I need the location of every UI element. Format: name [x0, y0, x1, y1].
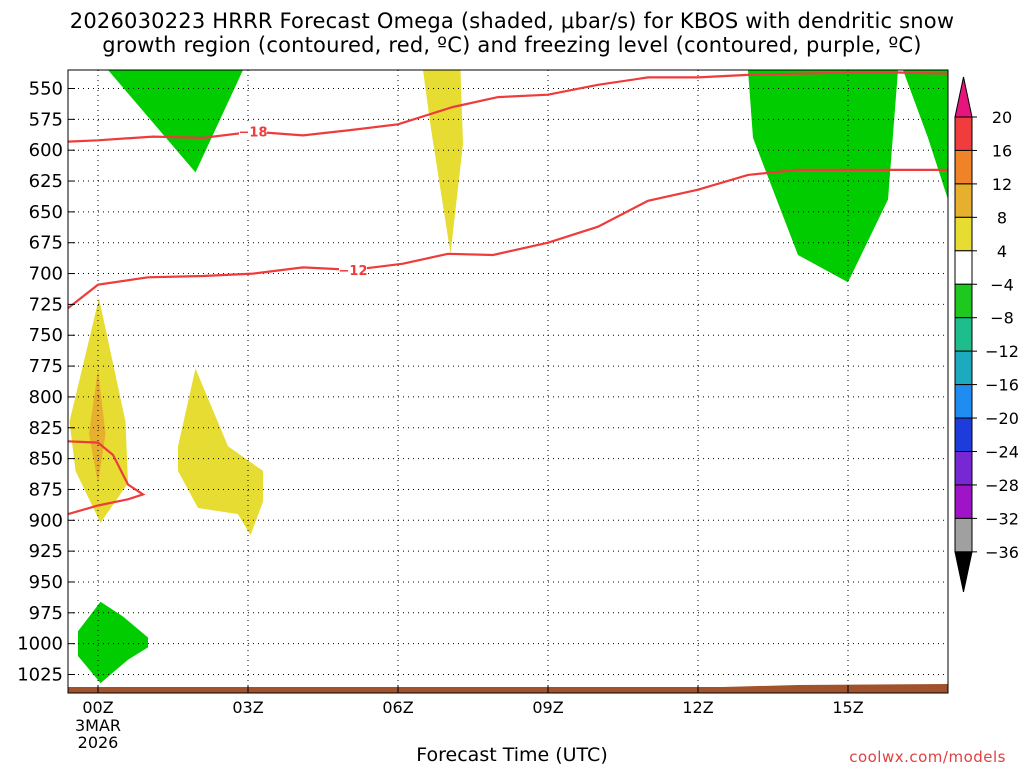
colorbar: 20 16 12 8 4 −4 −8 −12 −16 −20 −24 −28 −32 −36	[954, 76, 1019, 592]
x-tick-label: 12Z	[682, 698, 713, 717]
contour-label-bg	[339, 262, 367, 277]
source-credit[interactable]: coolwx.com/models	[849, 748, 1006, 766]
colorbar-swatch	[954, 384, 973, 419]
contour-label-bg	[239, 124, 267, 139]
omega-region-green	[748, 70, 898, 283]
plot-area	[68, 70, 948, 693]
colorbar-tick-label: −24	[985, 443, 1019, 462]
colorbar-top-arrow	[954, 76, 973, 118]
omega-region-green	[108, 70, 243, 173]
colorbar-swatch	[954, 283, 973, 319]
chart-title-line-2: growth region (contoured, red, ºC) and f…	[102, 33, 922, 57]
y-tick-label: 675	[29, 233, 63, 254]
terrain-rise	[723, 684, 948, 687]
y-tick-label: 850	[29, 449, 63, 470]
y-tick-label: 900	[29, 510, 63, 531]
x-tick-label: 09Z	[532, 698, 563, 717]
y-tick-label: 550	[29, 79, 63, 100]
y-tick-label: 700	[29, 264, 63, 285]
y-tick-label: 750	[29, 325, 63, 346]
colorbar-tick-label: 16	[992, 141, 1012, 160]
colorbar-swatch	[954, 183, 973, 218]
colorbar-tick-label: 20	[992, 108, 1012, 127]
plot-frame	[67, 69, 949, 694]
colorbar-tick-label: 12	[992, 175, 1012, 194]
temperature-contours: −18 −12	[68, 71, 948, 516]
colorbar-swatch	[954, 517, 973, 553]
colorbar-swatch	[954, 350, 973, 386]
y-tick-label: 925	[29, 541, 63, 562]
x-date-label: 2026	[78, 733, 119, 752]
y-tick-label: 600	[29, 140, 63, 161]
y-tick-label: 975	[29, 603, 63, 624]
colorbar-tick-label: 4	[997, 242, 1007, 261]
colorbar-swatch	[954, 451, 973, 486]
colorbar-tick-label: −12	[985, 342, 1019, 361]
colorbar-swatch	[954, 149, 973, 185]
x-axis-title: Forecast Time (UTC)	[416, 744, 608, 766]
omega-region-green	[903, 70, 948, 200]
y-tick-label: 725	[29, 294, 63, 315]
contour-label: −12	[339, 264, 368, 279]
colorbar-swatch	[954, 250, 973, 285]
y-tick-label: 775	[29, 356, 63, 377]
y-tick-label: 950	[29, 572, 63, 593]
colorbar-tick-label: −36	[985, 543, 1019, 562]
colorbar-tick-label: −8	[990, 309, 1014, 328]
dgz-contour-line	[68, 168, 948, 309]
y-tick-label: 800	[29, 387, 63, 408]
colorbar-swatch	[954, 317, 973, 352]
colorbar-tick-label: −32	[985, 509, 1019, 528]
omega-region-yellow	[178, 368, 263, 536]
colorbar-tick-label: −16	[985, 376, 1019, 395]
x-tick-label: 03Z	[232, 698, 263, 717]
gridlines	[68, 70, 948, 693]
y-tick-label: 625	[29, 171, 63, 192]
terrain-band	[68, 687, 948, 693]
dgz-contour-line	[68, 71, 948, 143]
x-tick-label: 00Z	[82, 698, 113, 717]
colorbar-swatch	[954, 417, 973, 452]
colorbar-swatch	[954, 216, 973, 252]
y-tick-label: 650	[29, 202, 63, 223]
y-tick-label: 1000	[17, 634, 63, 655]
x-date-label: 3MAR	[75, 716, 121, 735]
x-tick-label: 15Z	[832, 698, 863, 717]
chart-title-line-1: 2026030223 HRRR Forecast Omega (shaded, …	[69, 9, 955, 33]
omega-region-yellow	[423, 70, 463, 254]
contour-label: −18	[239, 126, 268, 141]
colorbar-swatch	[954, 116, 973, 151]
colorbar-bottom-arrow	[954, 551, 973, 592]
y-tick-label: 875	[29, 479, 63, 500]
omega-region-orange	[89, 369, 106, 484]
colorbar-tick-label: −28	[985, 476, 1019, 495]
colorbar-tick-label: −4	[990, 275, 1014, 294]
x-tick-label: 06Z	[382, 698, 413, 717]
colorbar-tick-label: 8	[997, 208, 1007, 227]
y-tick-label: 1025	[17, 664, 63, 685]
y-tick-label: 825	[29, 418, 63, 439]
dgz-contour-line	[68, 440, 146, 516]
omega-region-green	[78, 601, 148, 684]
colorbar-tick-label: −20	[985, 409, 1019, 428]
axes: 550 575 600 625 650 675 700 725 750 775 800 825 850 8…	[17, 69, 949, 752]
colorbar-swatch	[954, 484, 973, 519]
y-tick-label: 575	[29, 109, 63, 130]
